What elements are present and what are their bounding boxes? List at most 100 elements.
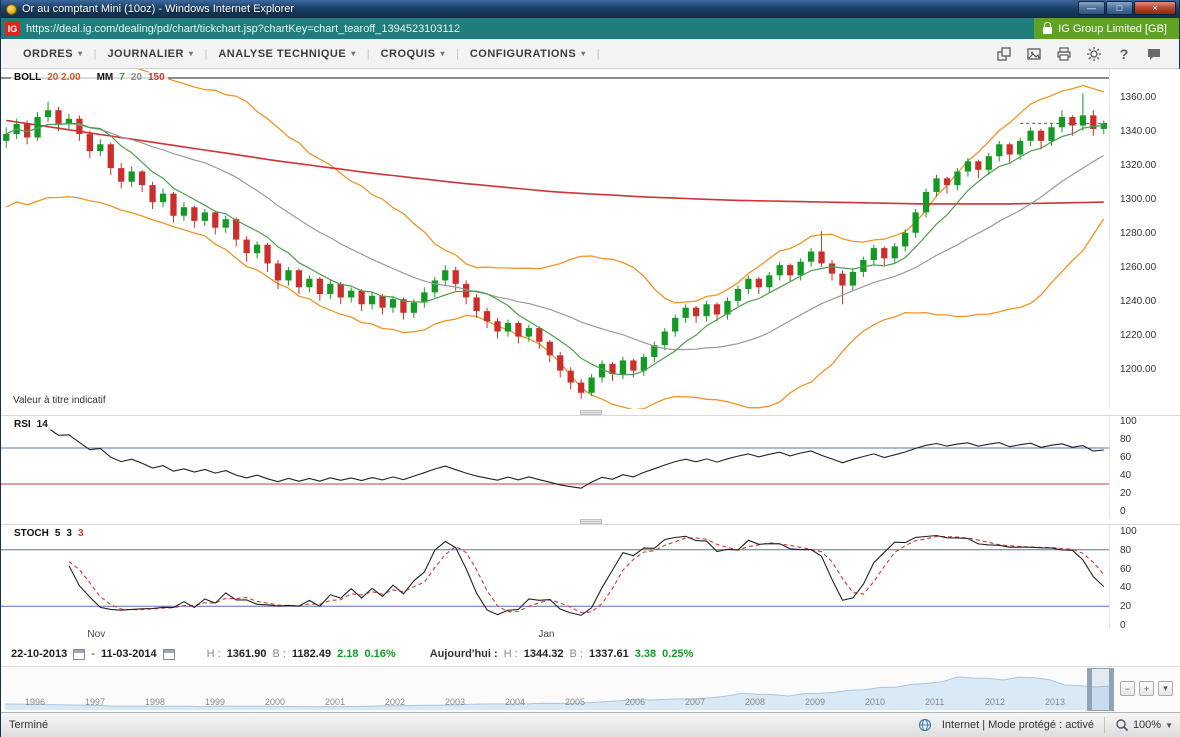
low-label: B : — [272, 648, 285, 660]
year-tick-label: 2000 — [265, 697, 285, 707]
zoom-out-icon[interactable]: − — [1120, 681, 1135, 696]
axis-tick-label: 40 — [1120, 470, 1131, 481]
menu-item-journalier[interactable]: JOURNALIER ▾ — [97, 48, 203, 60]
range-handle-right[interactable] — [1109, 669, 1113, 710]
zoom-level: 100% — [1133, 719, 1161, 731]
year-tick-label: 1998 — [145, 697, 165, 707]
year-tick-label: 2010 — [865, 697, 885, 707]
range-navigator[interactable]: 1996199719981999200020012002200320042005… — [1, 666, 1180, 712]
browser-window: Or au comptant Mini (10oz) - Windows Int… — [0, 0, 1180, 737]
panel-resize-grip[interactable] — [580, 410, 602, 415]
chevron-down-icon: ▾ — [440, 49, 445, 58]
internet-zone-icon — [918, 718, 932, 732]
axis-tick-label: 80 — [1120, 545, 1131, 556]
url-field[interactable]: https://deal.ig.com/dealing/pd/chart/tic… — [26, 23, 1028, 35]
certificate-owner: IG Group Limited [GB] — [1058, 23, 1167, 35]
title-bar[interactable]: Or au comptant Mini (10oz) - Windows Int… — [1, 0, 1179, 18]
year-tick-label: 2001 — [325, 697, 345, 707]
price-chart[interactable] — [1, 69, 1109, 409]
year-tick-label: 2005 — [565, 697, 585, 707]
feedback-icon[interactable] — [1145, 45, 1163, 63]
axis-tick-label: 1300.00 — [1120, 194, 1156, 205]
calendar-icon[interactable] — [163, 649, 175, 660]
page-favicon-icon — [6, 4, 17, 15]
page-zoom-control[interactable]: 100% ▼ — [1115, 718, 1173, 732]
year-tick-label: 1999 — [205, 697, 225, 707]
boll-label: BOLL — [14, 72, 41, 83]
date-separator: - — [91, 648, 95, 660]
range-info-bar: 22-10-2013 - 11-03-2014 H : 1361.90 B : … — [1, 642, 1180, 666]
stoch-param-d: 3 — [78, 528, 84, 539]
year-tick-label: 2004 — [505, 697, 525, 707]
price-axis: 1360.00 1340.00 1320.00 1300.00 1280.00 1260.… — [1109, 69, 1180, 409]
range-handle-left[interactable] — [1088, 669, 1092, 710]
zoom-in-icon[interactable]: + — [1139, 681, 1154, 696]
stoch-indicator-label: STOCH 5 3 3 — [11, 528, 87, 539]
range-menu-icon[interactable]: ▾ — [1158, 681, 1173, 696]
zoom-dropdown-icon[interactable]: ▼ — [1165, 721, 1173, 730]
stochastic-chart[interactable] — [1, 525, 1109, 629]
year-tick-label: 2002 — [385, 697, 405, 707]
axis-tick-label: 1340.00 — [1120, 126, 1156, 137]
period-change-pct: 0.16% — [364, 648, 395, 660]
range-start-date: 22-10-2013 — [11, 648, 67, 660]
rsi-axis: 100806040200 — [1109, 416, 1180, 518]
overlay-indicator-labels: BOLL 20 2.00 MM 7 20 150 — [11, 72, 168, 83]
toolbar-icons: ? — [995, 45, 1167, 63]
axis-tick-label: 60 — [1120, 564, 1131, 575]
stoch-param-k: 5 — [55, 528, 61, 539]
today-high: 1344.32 — [524, 648, 564, 660]
year-tick-label: 2011 — [925, 697, 944, 707]
axis-tick-label: 0 — [1120, 506, 1126, 517]
rsi-indicator-label: RSI 14 — [11, 419, 51, 430]
magnifier-icon — [1115, 718, 1129, 732]
year-tick-label: 1997 — [85, 697, 105, 707]
menu-item-ordres[interactable]: ORDRES ▾ — [13, 48, 93, 60]
tearoff-window-icon[interactable] — [995, 45, 1013, 63]
menu-item-label: ORDRES — [23, 48, 73, 60]
rsi-params: 14 — [37, 419, 48, 430]
help-icon[interactable]: ? — [1115, 45, 1133, 63]
address-bar: IG https://deal.ig.com/dealing/pd/chart/… — [1, 18, 1179, 39]
year-tick-label: 2007 — [685, 697, 705, 707]
rsi-chart[interactable] — [1, 416, 1109, 519]
statusbar-separator — [1104, 717, 1105, 733]
year-tick-label: 1996 — [25, 697, 45, 707]
print-icon[interactable] — [1055, 45, 1073, 63]
mm-param-20: 20 — [131, 72, 142, 83]
maximize-button[interactable]: □ — [1106, 1, 1133, 15]
axis-tick-label: 1260.00 — [1120, 262, 1156, 273]
menu-item-croquis[interactable]: CROQUIS▾ — [371, 48, 455, 60]
ig-logo: IG — [5, 21, 20, 36]
calendar-icon[interactable] — [73, 649, 85, 660]
minimize-button[interactable]: — — [1078, 1, 1105, 15]
high-label: H : — [207, 648, 221, 660]
axis-tick-label: 100 — [1120, 416, 1137, 427]
security-badge[interactable]: IG Group Limited [GB] — [1034, 18, 1179, 39]
security-zone-text: Internet | Mode protégé : activé — [942, 719, 1094, 731]
axis-tick-label: 1280.00 — [1120, 228, 1156, 239]
time-axis: NovJan — [1, 628, 1109, 642]
range-selection-window[interactable] — [1087, 668, 1114, 711]
axis-tick-label: 1320.00 — [1120, 160, 1156, 171]
month-tick-label: Jan — [538, 629, 554, 640]
axis-tick-label: 1240.00 — [1120, 296, 1156, 307]
menu-item-configurations[interactable]: CONFIGURATIONS▾ — [460, 48, 596, 60]
chevron-down-icon: ▾ — [78, 49, 83, 58]
axis-tick-label: 1360.00 — [1120, 92, 1156, 103]
lock-icon — [1043, 27, 1052, 34]
stoch-label: STOCH — [14, 528, 49, 539]
stoch-param-slow: 3 — [66, 528, 72, 539]
mm-param-150: 150 — [148, 72, 165, 83]
price-panel: BOLL 20 2.00 MM 7 20 150 1360.001340.001… — [1, 69, 1180, 409]
chevron-down-icon: ▾ — [189, 49, 194, 58]
settings-icon[interactable] — [1085, 45, 1103, 63]
menu-item-label: JOURNALIER — [107, 48, 184, 60]
panel-resize-grip[interactable] — [580, 519, 602, 524]
menu-item-analyse-technique[interactable]: ANALYSE TECHNIQUE▾ — [208, 48, 365, 60]
close-button[interactable]: × — [1134, 1, 1176, 15]
snapshot-icon[interactable] — [1025, 45, 1043, 63]
rsi-panel: RSI 14 100806040200 — [1, 415, 1180, 518]
menu-item-label: CONFIGURATIONS — [470, 48, 576, 60]
year-tick-label: 2009 — [805, 697, 825, 707]
